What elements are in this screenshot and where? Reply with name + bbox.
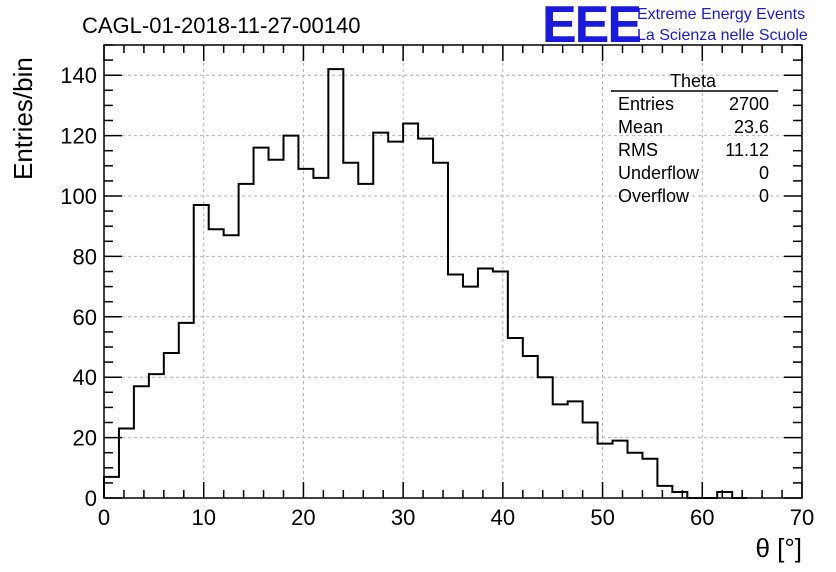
histogram-bin	[657, 486, 672, 498]
x-tick-label: 10	[191, 505, 215, 530]
histogram-bin	[403, 124, 418, 498]
y-tick-label: 120	[60, 124, 97, 149]
x-tick-label: 70	[790, 505, 814, 530]
stats-label: Entries	[618, 94, 674, 114]
histogram-bin	[134, 386, 149, 498]
histogram-bin	[418, 139, 433, 498]
ticks-layer	[103, 44, 803, 499]
histogram-bin	[568, 401, 583, 498]
histogram-bin	[224, 235, 239, 498]
histogram-bin	[463, 287, 478, 498]
stats-value: 0	[759, 186, 769, 206]
histogram-bin	[104, 477, 119, 498]
histogram-bin	[358, 184, 373, 498]
eee-logo-line2: La Scienza nelle Scuole	[637, 27, 808, 44]
y-tick-label: 40	[73, 365, 97, 390]
histogram-bin	[508, 338, 523, 498]
histogram-bin	[583, 423, 598, 499]
histogram-bin	[194, 205, 209, 498]
histogram-bin	[149, 374, 164, 498]
y-tick-label: 80	[73, 244, 97, 269]
histogram-bin	[343, 163, 358, 498]
stats-value: 23.6	[734, 117, 769, 137]
y-tick-label: 100	[60, 184, 97, 209]
x-tick-label: 0	[98, 505, 110, 530]
plot-frame	[103, 44, 803, 499]
y-axis-title: Entries/bin	[8, 57, 38, 180]
eee-logo-line1: Extreme Energy Events	[637, 6, 805, 23]
stats-value: 11.12	[725, 140, 769, 160]
histogram-bin	[298, 169, 313, 498]
stats-value: 2700	[729, 94, 769, 114]
histogram-bin	[373, 133, 388, 498]
tick-labels-layer: 0 10 20 30 40 50 60 70 0 20 40 60 80 100 120 140	[60, 63, 814, 530]
x-axis-title: θ [°]	[755, 533, 802, 563]
histogram-bin	[642, 459, 657, 498]
stats-title: Theta	[670, 71, 717, 91]
grid-layer	[104, 45, 802, 498]
histogram-bin	[269, 160, 284, 498]
stats-label: Overflow	[618, 186, 690, 206]
stats-value: 0	[759, 163, 769, 183]
x-tick-label: 50	[590, 505, 614, 530]
histogram-bin	[179, 323, 194, 498]
histogram-bin	[553, 404, 568, 498]
y-tick-label: 140	[60, 63, 97, 88]
histogram-bin	[119, 429, 134, 498]
histogram-bin	[209, 229, 224, 498]
histogram-bin	[448, 275, 463, 498]
x-tick-label: 20	[291, 505, 315, 530]
x-tick-label: 30	[391, 505, 415, 530]
stats-label: Underflow	[618, 163, 700, 183]
histogram-bin	[628, 453, 643, 498]
histogram-bin	[493, 272, 508, 499]
stats-label: Mean	[618, 117, 663, 137]
histogram-outline	[103, 68, 748, 499]
histogram-bin	[478, 268, 493, 498]
histogram-bin	[313, 178, 328, 498]
histogram-bin	[433, 163, 448, 498]
histogram-bin	[328, 69, 343, 498]
histogram-bin	[164, 353, 179, 498]
eee-logo: EEE Extreme Energy Events La Scienza nel…	[542, 0, 808, 54]
y-tick-label: 0	[85, 486, 97, 511]
y-tick-label: 60	[73, 305, 97, 330]
stats-box: Theta Entries 2700 Mean 23.6 RMS 11.12 Underfl…	[611, 71, 778, 206]
histogram-bin	[613, 441, 628, 498]
eee-logo-mark: EEE	[542, 0, 640, 54]
histogram-bin	[254, 148, 269, 498]
histogram-layer	[103, 68, 748, 499]
histogram-bin	[239, 184, 254, 498]
x-tick-label: 40	[491, 505, 515, 530]
stats-label: RMS	[618, 140, 658, 160]
y-tick-label: 20	[73, 426, 97, 451]
histogram-bin	[598, 444, 613, 498]
histogram-bin	[388, 142, 403, 498]
chart-title: CAGL-01-2018-11-27-00140	[82, 13, 360, 38]
x-tick-label: 60	[690, 505, 714, 530]
